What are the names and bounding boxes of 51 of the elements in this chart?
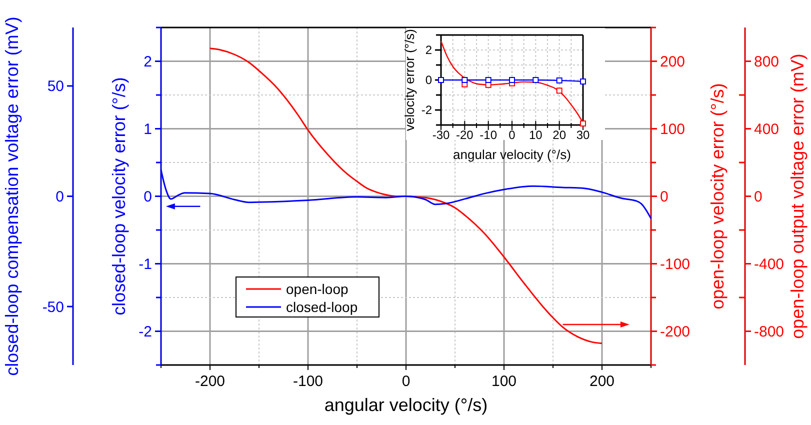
- y-tick-label: -1: [138, 256, 152, 273]
- x-axis-title: angular velocity (°/s): [453, 147, 571, 162]
- x-axis-title: angular velocity (°/s): [324, 395, 488, 415]
- x-tick-label: 200: [589, 373, 615, 390]
- y-tick-label: -2: [421, 103, 432, 118]
- x-tick-label: -30: [432, 128, 450, 142]
- y-tick-label: -200: [660, 324, 690, 340]
- point: [438, 77, 444, 83]
- x-tick-label: 0: [402, 373, 410, 390]
- point: [462, 77, 468, 83]
- point: [580, 120, 586, 126]
- y-tick-label: 0: [660, 188, 668, 206]
- legend-label: open-loop: [286, 280, 348, 297]
- y-tick-label: 1: [144, 121, 152, 138]
- point: [485, 77, 492, 83]
- line-series: [160, 169, 652, 220]
- y2-tick-label: 400: [754, 121, 780, 138]
- x-tick-label: -200: [194, 373, 226, 390]
- y-tick-label: -2: [138, 324, 152, 340]
- y-tick-label: -100: [660, 256, 690, 273]
- y2-axis-title: closed-loop compensation voltage error (mV): [2, 16, 22, 376]
- x-tick-label: 30: [576, 128, 590, 142]
- y2-tick-label: 0: [754, 188, 762, 206]
- x-tick-label: 0: [508, 128, 516, 142]
- point: [532, 77, 539, 83]
- y2-tick-label: 0: [56, 188, 64, 206]
- point: [580, 78, 586, 84]
- y-tick-label: 0: [144, 188, 152, 206]
- y-tick-label: 2: [144, 54, 152, 70]
- y2-tick-label: -400: [754, 256, 784, 273]
- x-tick-label: -10: [480, 128, 498, 142]
- y2-axis-title: open-loop output voltage error (mV): [788, 54, 808, 339]
- y-tick-label: 200: [660, 54, 686, 70]
- point: [509, 77, 515, 83]
- y2-tick-label: 50: [47, 78, 64, 96]
- y-tick-label: 0: [425, 73, 432, 88]
- y2-tick-label: 800: [754, 54, 780, 70]
- legend-label: closed-loop: [286, 298, 358, 315]
- x-tick-label: 20: [552, 128, 566, 142]
- y-axis-title: closed-loop velocity error (°/s): [109, 77, 129, 316]
- x-tick-label: 10: [528, 128, 543, 142]
- point: [556, 88, 562, 94]
- y-tick-label: 2: [425, 43, 432, 58]
- y-axis-title: open-loop velocity error (°/s): [708, 83, 728, 310]
- y-axis-title: velocity error (°/s): [402, 29, 417, 131]
- x-tick-label: 100: [491, 373, 517, 390]
- y2-tick-label: -50: [42, 298, 64, 316]
- point: [556, 77, 562, 84]
- x-tick-label: -100: [292, 373, 324, 390]
- y2-tick-label: -800: [754, 324, 784, 340]
- x-tick-label: -20: [456, 128, 474, 142]
